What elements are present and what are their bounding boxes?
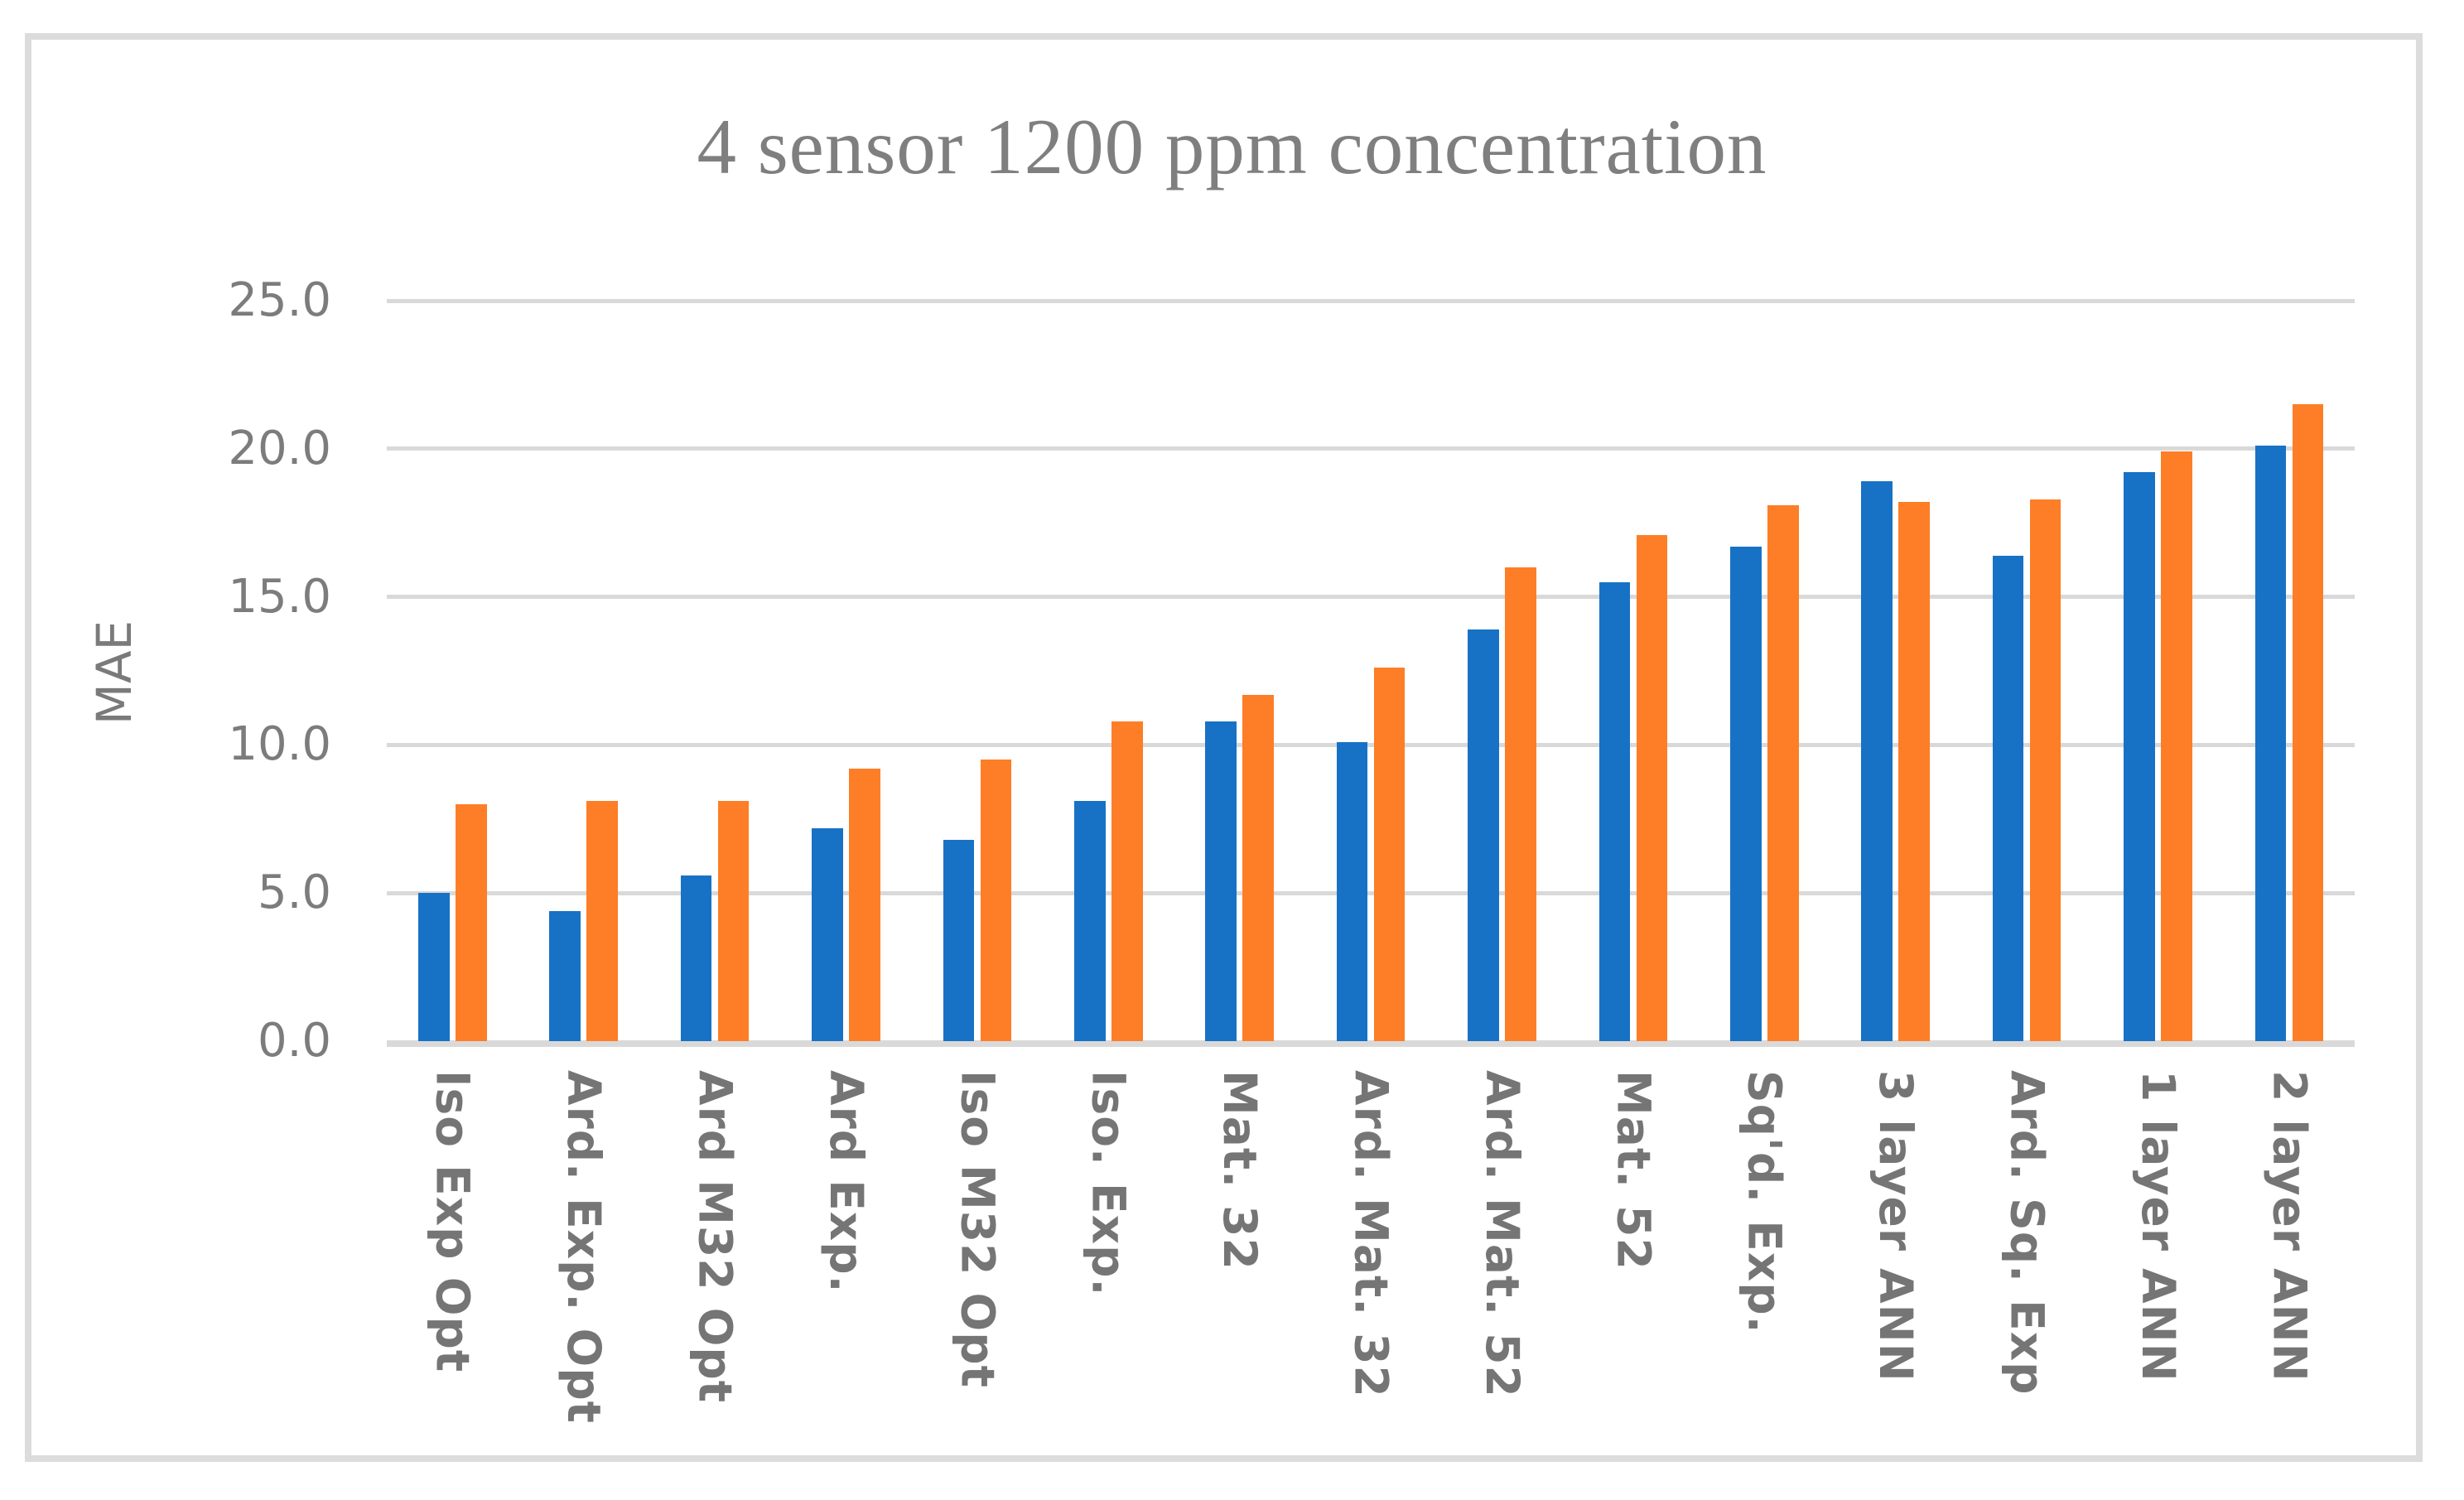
bar-orange-3-layer-ann bbox=[1898, 502, 1930, 1041]
bar-blue-1-layer-ann bbox=[2124, 472, 2155, 1041]
x-category-label-2-layer-ann: 2 layer ANN bbox=[2263, 1070, 2317, 1382]
bar-blue-iso-exp- bbox=[1074, 801, 1106, 1041]
bar-blue-2-layer-ann bbox=[2254, 446, 2287, 1041]
x-category-label-ard-exp-opt: Ard. Exp. Opt bbox=[557, 1070, 611, 1424]
bar-blue-mat-32 bbox=[1205, 721, 1237, 1041]
y-tick-label-20.0: 20.0 bbox=[228, 421, 331, 475]
bar-orange-iso-m32-opt bbox=[980, 760, 1012, 1041]
y-tick-label-5.0: 5.0 bbox=[257, 866, 331, 920]
bar-orange-2-layer-ann bbox=[2292, 404, 2324, 1041]
x-category-label-mat-52: Mat. 52 bbox=[1607, 1070, 1661, 1271]
x-category-label-ard-sq-exp: Ard. Sq. Exp bbox=[2000, 1070, 2054, 1396]
x-category-label-ard-mat-52: Ard. Mat. 52 bbox=[1475, 1070, 1529, 1398]
x-category-label-ard-m32-opt: Ard M32 Opt bbox=[688, 1070, 742, 1404]
bar-orange-sq-d-exp- bbox=[1767, 504, 1799, 1041]
y-tick-label-15.0: 15.0 bbox=[228, 569, 331, 624]
bar-orange-ard-exp-opt bbox=[586, 801, 618, 1041]
x-category-label-ard-exp-: Ard Exp. bbox=[819, 1070, 873, 1294]
y-tick-label-25.0: 25.0 bbox=[228, 273, 331, 327]
bar-blue-iso-m32-opt bbox=[943, 839, 975, 1041]
chart-title: 4 sensor 1200 ppm concentration bbox=[697, 103, 1767, 191]
bar-orange-mat-52 bbox=[1636, 534, 1668, 1041]
x-category-label-mat-32: Mat. 32 bbox=[1213, 1070, 1267, 1271]
bar-blue-ard-mat-32 bbox=[1336, 741, 1368, 1041]
x-category-label-ard-mat-32: Ard. Mat. 32 bbox=[1344, 1070, 1398, 1398]
x-axis-line bbox=[387, 1040, 2355, 1047]
bar-blue-iso-exp-opt bbox=[418, 893, 450, 1041]
y-tick-label-0.0: 0.0 bbox=[257, 1014, 331, 1068]
bar-orange-ard-mat-32 bbox=[1373, 668, 1406, 1041]
gridline-y-20 bbox=[387, 446, 2355, 451]
bar-blue-ard-exp-opt bbox=[549, 910, 581, 1041]
x-category-label-iso-exp-opt: Iso Exp Opt bbox=[426, 1070, 480, 1373]
gridline-y-15 bbox=[387, 595, 2355, 600]
bar-orange-ard-mat-52 bbox=[1505, 567, 1536, 1041]
gridline-y-5 bbox=[387, 890, 2355, 895]
plot-area bbox=[387, 298, 2355, 1047]
bar-orange-ard-m32-opt bbox=[717, 801, 750, 1041]
bar-orange-ard-exp- bbox=[849, 769, 880, 1041]
bar-blue-ard-m32-opt bbox=[680, 875, 712, 1041]
bar-orange-1-layer-ann bbox=[2161, 451, 2192, 1041]
bar-blue-sq-d-exp- bbox=[1730, 546, 1762, 1041]
bar-blue-ard-mat-52 bbox=[1468, 629, 1499, 1041]
bar-orange-iso-exp-opt bbox=[456, 803, 487, 1041]
x-category-label-1-layer-ann: 1 layer ANN bbox=[2131, 1070, 2185, 1382]
bar-blue-3-layer-ann bbox=[1861, 481, 1893, 1041]
y-tick-label-10.0: 10.0 bbox=[228, 717, 331, 772]
gridline-y-10 bbox=[387, 742, 2355, 747]
x-category-label-3-layer-ann: 3 layer ANN bbox=[1869, 1070, 1923, 1382]
bar-orange-ard-sq-exp bbox=[2029, 499, 2061, 1041]
x-category-label-iso-exp-: Iso. Exp. bbox=[1082, 1070, 1136, 1297]
bar-orange-mat-32 bbox=[1242, 694, 1274, 1041]
bar-blue-ard-sq-exp bbox=[1992, 555, 2024, 1041]
y-axis-title: MAE bbox=[86, 620, 142, 726]
gridline-y-25 bbox=[387, 298, 2355, 303]
bar-blue-mat-52 bbox=[1598, 581, 1631, 1041]
x-category-label-iso-m32-opt: Iso M32 Opt bbox=[951, 1070, 1005, 1388]
x-category-label-sq-d-exp-: Sq'd. Exp. bbox=[1738, 1070, 1791, 1334]
bar-blue-ard-exp- bbox=[812, 827, 843, 1041]
bar-orange-iso-exp- bbox=[1111, 721, 1143, 1041]
